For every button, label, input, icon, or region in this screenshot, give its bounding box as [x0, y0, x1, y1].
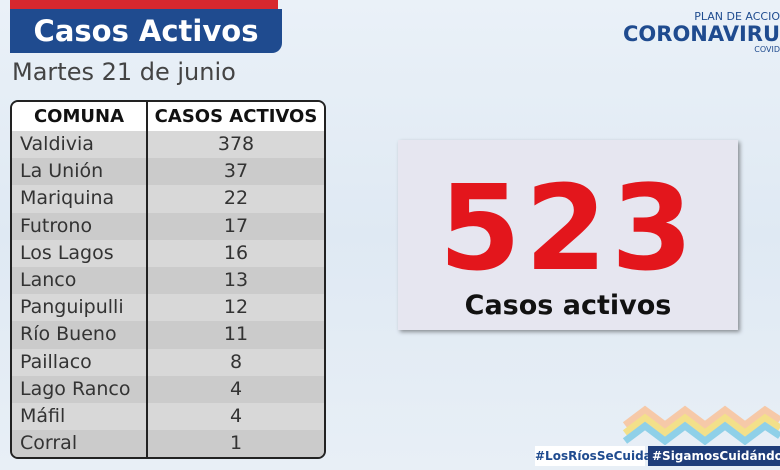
table-row: Río Bueno 11 [12, 321, 324, 349]
comuna-cell: Panguipulli [12, 294, 148, 322]
table-row: Lanco 13 [12, 266, 324, 295]
cases-cell: 16 [223, 241, 249, 264]
comuna-cell: Paillaco [12, 348, 148, 376]
comuna-cell: Los Lagos [12, 239, 148, 267]
comuna-cell: Corral [12, 430, 148, 458]
comuna-cell: Valdivia [12, 131, 148, 159]
table-row: Los Lagos 16 [12, 239, 324, 267]
cases-cell: 22 [223, 187, 249, 210]
date: Martes 21 de junio [12, 58, 236, 86]
cases-cell: 378 [217, 133, 255, 155]
table-row: Valdivia 378 [12, 131, 324, 159]
cases-cell: 37 [223, 160, 249, 183]
table-row: La Unión 37 [12, 158, 324, 186]
header-cell: CASOS ACTIVOS [154, 106, 318, 127]
table-row: Máfil 4 [12, 402, 324, 431]
cases-cell: 4 [229, 404, 243, 427]
cases-cell: 4 [229, 377, 243, 400]
logo-text: COVID [754, 45, 780, 54]
table-row: Corral 1 [12, 430, 324, 458]
table-row: Mariquina 22 [12, 185, 324, 213]
cases-cell: 11 [223, 323, 249, 346]
table-row: Lago Ranco 4 [12, 375, 324, 403]
comuna-cell: La Unión [12, 158, 148, 186]
comuna-cell: Futrono [12, 212, 148, 240]
table-row: Panguipulli 12 [12, 294, 324, 322]
logo-text: PLAN DE ACCIO [694, 10, 780, 23]
logo: PLAN DE ACCIO CORONAVIRU COVID [623, 10, 780, 54]
header-cell: COMUNA [12, 102, 148, 131]
hashtag: #SigamosCuidándon [648, 446, 780, 466]
cases-cell: 1 [229, 432, 243, 455]
cases-cell: 13 [223, 268, 249, 291]
total-box: 523 Casos activos [398, 140, 738, 330]
title: Casos Activos [10, 9, 282, 53]
comuna-cell: Lago Ranco [12, 375, 148, 403]
table-row: Paillaco 8 [12, 348, 324, 376]
total-label: Casos activos [464, 290, 672, 321]
cases-cell: 8 [229, 350, 243, 373]
comuna-cell: Mariquina [12, 185, 148, 213]
total-value: 523 [438, 159, 698, 297]
table-row: Futrono 17 [12, 212, 324, 240]
table: COMUNA CASOS ACTIVOS Valdivia 378 La Unión… [10, 100, 326, 460]
logo-text: CORONAVIRU [623, 22, 780, 46]
table-header: COMUNA CASOS ACTIVOS [12, 102, 324, 131]
comuna-cell: Río Bueno [12, 321, 148, 349]
hashtag: #LosRíosSeCuida [535, 446, 652, 466]
wave-decoration [622, 405, 780, 445]
comuna-cell: Lanco [12, 266, 148, 295]
cases-cell: 17 [223, 214, 249, 237]
cases-cell: 12 [223, 296, 249, 319]
comuna-cell: Máfil [12, 402, 148, 431]
red-stripe [10, 0, 278, 9]
